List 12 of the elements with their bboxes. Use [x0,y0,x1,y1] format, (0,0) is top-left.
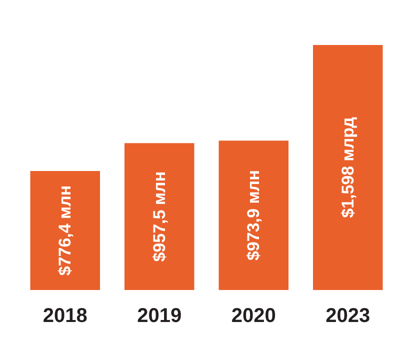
x-tick-label: 2020 [231,305,276,327]
data-label: $973,9 млн [244,170,264,261]
bar [313,44,383,290]
bar [30,170,100,290]
data-label: $957,5 млн [150,171,169,262]
x-tick-label: 2019 [137,305,182,327]
data-label: $1,598 млрд [338,116,358,218]
bar [124,143,194,290]
x-tick-label: 2023 [326,305,370,327]
x-tick-label: 2018 [42,305,88,327]
data-label: $776,4 млн [56,185,75,276]
bar [218,140,288,290]
